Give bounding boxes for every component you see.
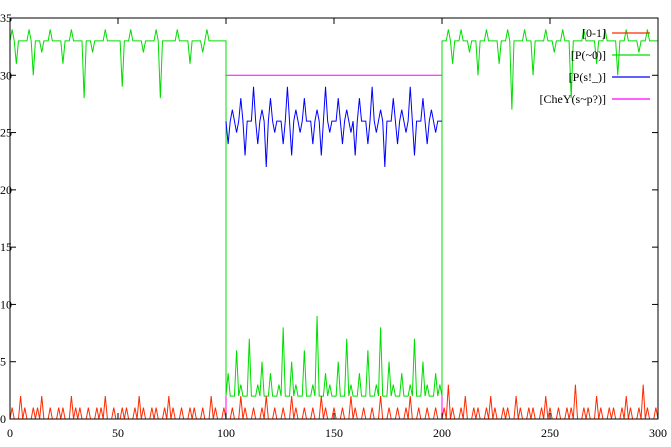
series-layer: [9, 29, 659, 420]
y-tick-label: 15: [0, 240, 12, 254]
legend-label: [P(~0)]: [571, 48, 606, 62]
legend-label: [CheY(s~p?)]: [540, 92, 606, 106]
legend-label: [P(s!_)]: [569, 70, 606, 84]
axes-layer: 0 50 100 150 200 250 300 0 5 10 15 20 25 30 35: [0, 11, 667, 440]
x-tick-label: 250: [541, 426, 559, 440]
legend-label: [0-1]: [582, 26, 606, 40]
y-tick-label: 0: [0, 412, 6, 426]
legend: [0-1] [P(~0)] [P(s!_)] [CheY(s~p?)]: [540, 26, 650, 106]
y-tick-label: 25: [0, 126, 12, 140]
y-tick-label: 20: [0, 183, 12, 197]
series-line: [10, 74, 658, 420]
y-tick-label: 35: [0, 11, 12, 25]
x-tick-label: 150: [325, 426, 343, 440]
x-tick-label: 200: [433, 426, 451, 440]
series-line: [9, 29, 658, 397]
plot-frame: [9, 17, 659, 420]
y-tick-label: 5: [0, 355, 6, 369]
y-tick-label: 30: [0, 68, 12, 82]
series-line: [225, 86, 442, 167]
x-tick-label: 0: [7, 426, 13, 440]
x-tick-label: 100: [217, 426, 235, 440]
x-tick-label: 50: [112, 426, 124, 440]
x-tick-label: 300: [649, 426, 667, 440]
y-tick-label: 10: [0, 297, 12, 311]
